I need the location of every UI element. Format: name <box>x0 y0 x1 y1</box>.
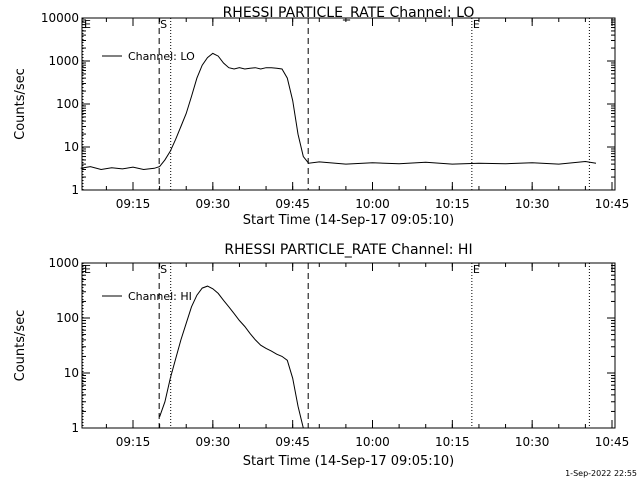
time-marker-label: S <box>160 18 167 31</box>
x-tick-label: 09:15 <box>116 197 151 211</box>
x-tick-label: 09:15 <box>116 435 151 449</box>
time-marker-label: E <box>473 263 480 276</box>
x-axis-label: Start Time (14-Sep-17 09:05:10) <box>243 454 454 469</box>
y-tick-label: 10 <box>64 366 79 380</box>
x-tick-label: 10:30 <box>515 435 550 449</box>
y-tick-label: 10000 <box>41 11 79 25</box>
plot-frame <box>81 262 616 429</box>
y-tick-label: 1 <box>71 421 79 435</box>
x-tick-label: 10:45 <box>595 435 630 449</box>
y-axis-label: Counts/sec <box>13 68 28 140</box>
x-tick-label: 09:30 <box>196 197 231 211</box>
chart-panel-hi: RHESSI PARTICLE_RATE Channel: HI 1 10 100 10… <box>13 242 629 469</box>
chart-title: RHESSI PARTICLE_RATE Channel: HI <box>224 242 472 258</box>
time-marker-label: S <box>160 263 167 276</box>
x-tick-label: 10:15 <box>435 435 470 449</box>
time-marker-label: E <box>84 263 91 276</box>
x-tick-label: 09:45 <box>275 197 310 211</box>
x-tick-label: 10:00 <box>355 197 390 211</box>
y-tick-label: 1 <box>71 183 79 197</box>
footer-timestamp: 1-Sep-2022 22:55 <box>565 469 637 478</box>
x-tick-label: 09:45 <box>275 435 310 449</box>
y-axis-label: Counts/sec <box>13 310 28 382</box>
time-marker-label: E <box>84 18 91 31</box>
x-tick-label: 10:15 <box>435 197 470 211</box>
chart-panel-lo: RHESSI PARTICLE_RATE Channel: LO 1 10 100 10… <box>13 5 629 228</box>
y-tick-label: 100 <box>56 311 79 325</box>
y-tick-label: 10 <box>64 140 79 154</box>
legend-label: Channel: LO <box>128 50 195 63</box>
y-tick-label: 100 <box>56 97 79 111</box>
y-tick-label: 1000 <box>48 54 79 68</box>
x-tick-label: 10:30 <box>515 197 550 211</box>
legend-label: Channel: HI <box>128 290 192 303</box>
chart-title: RHESSI PARTICLE_RATE Channel: LO <box>223 5 475 21</box>
y-tick-label: 1000 <box>48 256 79 270</box>
x-tick-label: 09:30 <box>196 435 231 449</box>
x-tick-label: 10:00 <box>355 435 390 449</box>
x-tick-label: 10:45 <box>595 197 630 211</box>
series-line <box>159 285 304 429</box>
x-axis-label: Start Time (14-Sep-17 09:05:10) <box>243 213 454 228</box>
time-marker-label: E <box>473 18 480 31</box>
series-line <box>80 52 597 171</box>
